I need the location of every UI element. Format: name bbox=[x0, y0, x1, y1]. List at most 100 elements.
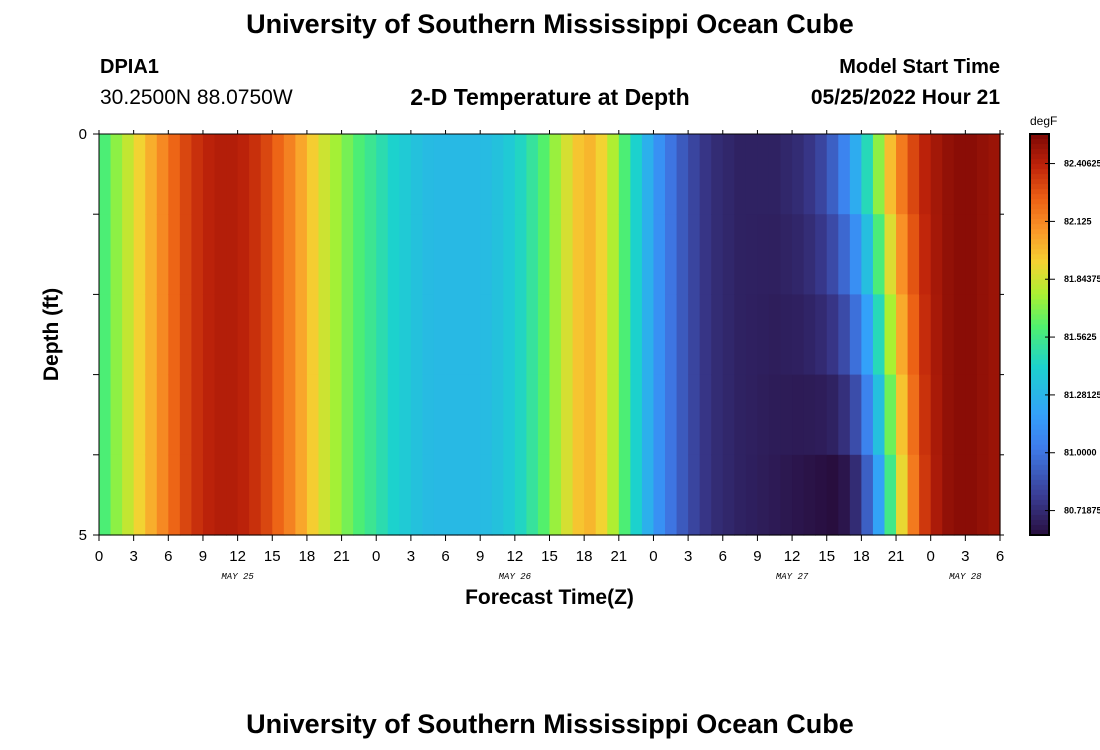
y-tick-label: 0 bbox=[79, 126, 87, 143]
heatmap-cell bbox=[907, 214, 920, 295]
heatmap-cell bbox=[745, 294, 759, 376]
heatmap-cell bbox=[468, 374, 481, 456]
heatmap-cell bbox=[537, 294, 551, 376]
heatmap-cell bbox=[537, 374, 551, 456]
colorbar-swatch bbox=[1030, 444, 1049, 451]
heatmap-cell bbox=[630, 294, 643, 376]
colorbar-swatch bbox=[1030, 454, 1049, 461]
x-tick-label: 18 bbox=[576, 548, 593, 565]
colorbar-swatch bbox=[1030, 219, 1049, 225]
heatmap-cell bbox=[445, 214, 458, 295]
heatmap-cell bbox=[930, 374, 943, 456]
heatmap-cell bbox=[584, 294, 597, 376]
heatmap-cell bbox=[549, 294, 562, 376]
colorbar-tick-label: 82.125 bbox=[1064, 216, 1092, 226]
heatmap-cell bbox=[364, 374, 377, 456]
heatmap-cell bbox=[364, 294, 377, 376]
heatmap-cell bbox=[722, 294, 735, 376]
heatmap-cell bbox=[826, 214, 839, 295]
heatmap-cell bbox=[792, 294, 805, 376]
heatmap-cell bbox=[410, 374, 424, 456]
heatmap-cell bbox=[734, 454, 747, 536]
heatmap-cell bbox=[353, 214, 366, 295]
heatmap-cell bbox=[457, 134, 470, 215]
heatmap-cell bbox=[122, 134, 135, 215]
colorbar-swatch bbox=[1030, 244, 1049, 250]
heatmap-cell bbox=[803, 374, 816, 456]
heatmap-cell bbox=[988, 214, 1001, 295]
heatmap-cell bbox=[815, 214, 828, 295]
heatmap-cell bbox=[110, 454, 123, 536]
heatmap-cell bbox=[768, 214, 782, 295]
x-axis-label: Forecast Time(Z) bbox=[465, 586, 634, 609]
colorbar-swatch bbox=[1030, 474, 1049, 481]
heatmap-cell bbox=[306, 374, 320, 456]
heatmap-cell bbox=[410, 134, 424, 215]
colorbar-swatch bbox=[1030, 179, 1049, 185]
heatmap-cell bbox=[295, 294, 308, 376]
x-tick-label: 15 bbox=[264, 548, 281, 565]
heatmap-cell bbox=[734, 294, 747, 376]
heatmap-cell bbox=[976, 214, 990, 295]
heatmap-cell bbox=[953, 294, 966, 376]
heatmap-cell bbox=[433, 294, 447, 376]
heatmap-cell bbox=[561, 214, 574, 295]
heatmap-cell bbox=[896, 214, 909, 295]
heatmap-cell bbox=[249, 134, 262, 215]
heatmap-cell bbox=[191, 134, 204, 215]
heatmap-cell bbox=[526, 374, 539, 456]
heatmap-cell bbox=[965, 134, 978, 215]
heatmap-cell bbox=[618, 454, 631, 536]
heatmap-cell bbox=[214, 134, 227, 215]
heatmap-cell bbox=[665, 214, 678, 295]
y-axis-label: Depth (ft) bbox=[40, 288, 63, 381]
heatmap-cell bbox=[364, 214, 377, 295]
heatmap-cell bbox=[376, 134, 389, 215]
heatmap-cell bbox=[99, 214, 112, 295]
heatmap-cell bbox=[526, 294, 539, 376]
heatmap-cell bbox=[202, 134, 216, 215]
heatmap-cell bbox=[699, 374, 712, 456]
x-tick-label: 18 bbox=[299, 548, 316, 565]
heatmap-cell bbox=[838, 294, 851, 376]
heatmap-cell bbox=[283, 134, 296, 215]
heatmap-cell bbox=[410, 214, 424, 295]
heatmap-cell bbox=[272, 134, 285, 215]
heatmap-cell bbox=[607, 454, 620, 536]
heatmap-cell bbox=[930, 294, 943, 376]
colorbar-swatch bbox=[1030, 414, 1049, 421]
x-tick-label: 6 bbox=[996, 548, 1004, 565]
heatmap-cell bbox=[572, 294, 585, 376]
heatmap-cell bbox=[953, 374, 966, 456]
heatmap-cell bbox=[457, 214, 470, 295]
heatmap-cell bbox=[919, 134, 932, 215]
heatmap-cell bbox=[110, 294, 123, 376]
colorbar-swatch bbox=[1030, 314, 1049, 321]
heatmap-cell bbox=[202, 454, 216, 536]
heatmap-cell bbox=[179, 374, 193, 456]
heatmap-cell bbox=[815, 134, 828, 215]
heatmap-cell bbox=[330, 454, 343, 536]
heatmap-cell bbox=[665, 294, 678, 376]
heatmap-cell bbox=[572, 374, 585, 456]
heatmap-cell bbox=[202, 214, 216, 295]
heatmap-cell bbox=[457, 374, 470, 456]
heatmap-cell bbox=[168, 134, 181, 215]
heatmap-cell bbox=[584, 134, 597, 215]
chart-title: University of Southern Mississippi Ocean… bbox=[246, 9, 854, 39]
heatmap-cell bbox=[491, 294, 504, 376]
colorbar-swatch bbox=[1030, 164, 1049, 170]
heatmap-cell bbox=[757, 374, 770, 456]
heatmap-cell bbox=[399, 374, 412, 456]
heatmap-cell bbox=[722, 134, 735, 215]
colorbar-swatch bbox=[1030, 404, 1049, 411]
heatmap-cell bbox=[214, 454, 227, 536]
heatmap-cell bbox=[561, 454, 574, 536]
heatmap-cell bbox=[214, 214, 227, 295]
heatmap-cell bbox=[907, 294, 920, 376]
heatmap-cell bbox=[318, 294, 331, 376]
model-start-label: Model Start Time bbox=[839, 56, 1000, 78]
heatmap-cell bbox=[699, 454, 712, 536]
heatmap-cell bbox=[422, 454, 435, 536]
heatmap-cell bbox=[826, 294, 839, 376]
